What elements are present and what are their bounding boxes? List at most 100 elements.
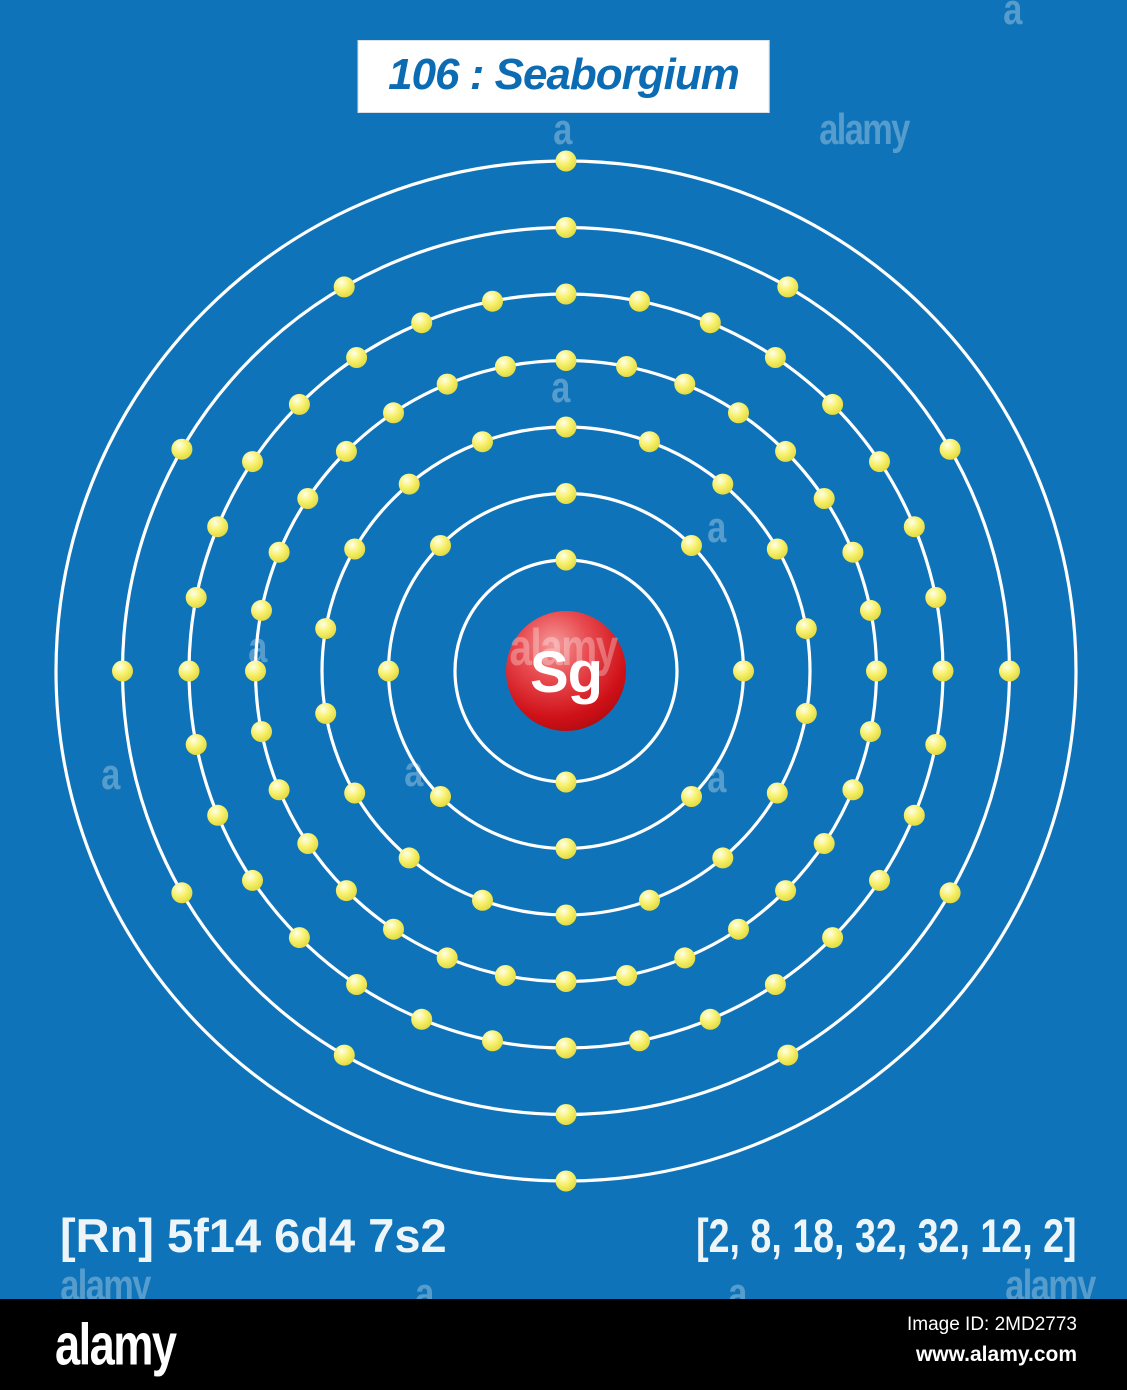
electron bbox=[482, 1030, 503, 1052]
electron bbox=[315, 618, 337, 640]
electron bbox=[813, 833, 835, 854]
electron bbox=[436, 373, 458, 395]
electron bbox=[939, 438, 961, 460]
electron bbox=[699, 1008, 721, 1030]
electron bbox=[383, 402, 404, 424]
electron bbox=[333, 276, 355, 298]
electron bbox=[430, 535, 451, 556]
electron bbox=[733, 660, 754, 682]
electron bbox=[494, 356, 516, 377]
electron bbox=[378, 660, 399, 682]
electron bbox=[207, 516, 229, 538]
electron bbox=[860, 599, 881, 621]
electron bbox=[860, 721, 881, 743]
electron bbox=[842, 779, 864, 801]
electron bbox=[555, 971, 577, 992]
electron bbox=[775, 440, 797, 462]
electron bbox=[171, 438, 193, 460]
watermark-bar: alamy Image ID: 2MD2773 www.alamy.com bbox=[0, 1299, 1127, 1390]
electron bbox=[903, 516, 925, 538]
electron bbox=[925, 587, 947, 608]
electron bbox=[112, 660, 133, 682]
electron bbox=[346, 974, 368, 995]
electron bbox=[171, 882, 193, 904]
electron bbox=[555, 1104, 577, 1125]
electrons-per-shell-label: [2, 8, 18, 32, 32, 12, 2] bbox=[696, 1209, 1077, 1262]
electron bbox=[555, 350, 577, 371]
electron bbox=[869, 451, 890, 473]
electron bbox=[555, 838, 577, 859]
electron bbox=[472, 889, 493, 911]
electron bbox=[766, 538, 788, 560]
electron bbox=[712, 473, 734, 495]
electron bbox=[629, 1030, 650, 1052]
electron bbox=[728, 918, 749, 940]
electron bbox=[903, 804, 925, 826]
electron bbox=[728, 402, 749, 424]
electron bbox=[639, 889, 660, 911]
electron bbox=[813, 488, 835, 509]
electron bbox=[639, 431, 660, 453]
electron bbox=[297, 488, 319, 509]
electron bbox=[333, 1044, 355, 1066]
electron bbox=[288, 927, 310, 949]
electron bbox=[315, 702, 337, 724]
electron bbox=[674, 373, 696, 395]
electron bbox=[822, 393, 844, 415]
electron bbox=[795, 618, 817, 640]
electron bbox=[555, 549, 577, 571]
image-id-text: Image ID: 2MD2773 bbox=[906, 1314, 1077, 1335]
electron bbox=[775, 880, 797, 902]
electron bbox=[699, 312, 721, 334]
electron bbox=[268, 779, 290, 801]
electron bbox=[674, 947, 696, 969]
electron bbox=[616, 356, 638, 377]
electron bbox=[869, 869, 890, 891]
electron bbox=[777, 276, 799, 298]
watermark-info: Image ID: 2MD2773 www.alamy.com bbox=[907, 1314, 1077, 1367]
electron bbox=[268, 541, 290, 563]
electron bbox=[764, 347, 786, 368]
electron bbox=[681, 535, 702, 556]
electron bbox=[346, 347, 368, 368]
alamy-url-text: www.alamy.com bbox=[915, 1343, 1077, 1366]
electron bbox=[335, 880, 357, 902]
electron bbox=[925, 734, 947, 755]
electron bbox=[764, 974, 786, 995]
electron bbox=[344, 782, 366, 804]
electron bbox=[482, 290, 503, 312]
electron bbox=[383, 918, 404, 940]
electron bbox=[555, 217, 577, 238]
electron bbox=[555, 416, 577, 438]
electron bbox=[411, 1008, 433, 1030]
electron bbox=[777, 1044, 799, 1066]
electron bbox=[344, 538, 366, 560]
electron bbox=[335, 440, 357, 462]
electron bbox=[185, 734, 207, 755]
electron bbox=[178, 660, 200, 682]
nucleus bbox=[506, 611, 626, 731]
electron bbox=[766, 782, 788, 804]
electron bbox=[430, 786, 451, 807]
electron bbox=[932, 660, 954, 682]
electron bbox=[822, 927, 844, 949]
electron bbox=[436, 947, 458, 969]
electron bbox=[616, 965, 638, 986]
electron bbox=[629, 290, 650, 312]
electron bbox=[866, 660, 887, 682]
electron bbox=[398, 847, 420, 869]
electron bbox=[555, 904, 577, 926]
electron bbox=[939, 882, 961, 904]
electron bbox=[251, 721, 272, 743]
electron bbox=[297, 833, 319, 854]
electron bbox=[555, 1037, 577, 1059]
electron bbox=[555, 483, 577, 504]
electron bbox=[185, 587, 207, 608]
electron bbox=[398, 473, 420, 495]
page-title: 106 : Seaborgium bbox=[357, 40, 770, 113]
electron-configuration-label: [Rn] 5f14 6d4 7s2 bbox=[60, 1209, 447, 1262]
electron bbox=[251, 599, 272, 621]
electron bbox=[411, 312, 433, 334]
